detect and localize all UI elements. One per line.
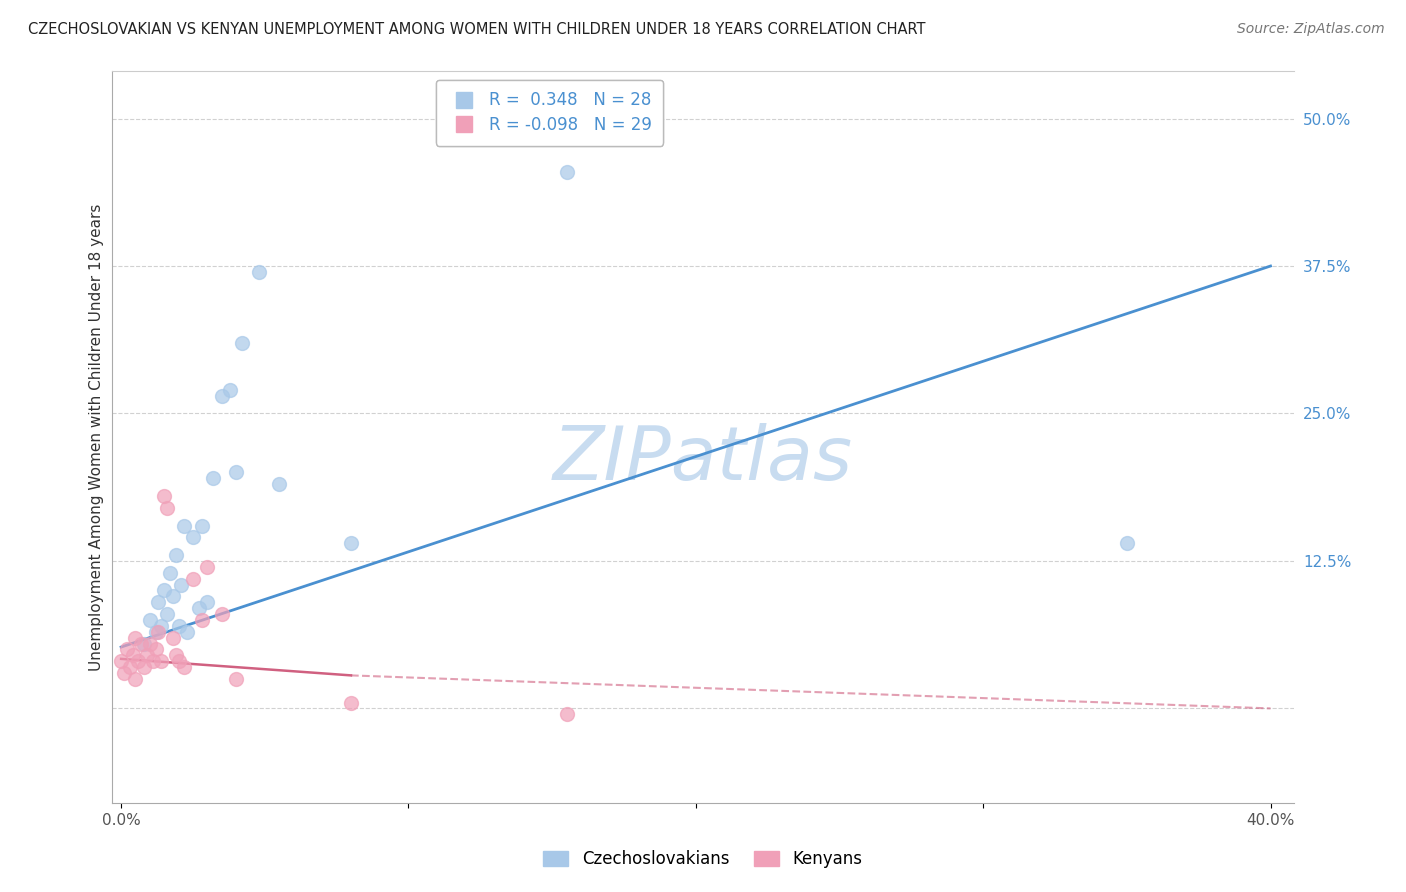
Point: [115, 642, 138, 657]
Point: [195, 559, 218, 574]
Point: [225, 466, 247, 480]
Text: Source: ZipAtlas.com: Source: ZipAtlas.com: [1237, 22, 1385, 37]
Point: [211, 389, 233, 403]
Point: [173, 518, 195, 533]
Point: [121, 648, 143, 663]
Point: [159, 566, 181, 580]
Point: [148, 595, 170, 609]
Point: [167, 619, 190, 633]
Point: [129, 636, 152, 650]
Point: [124, 631, 146, 645]
Point: [162, 590, 184, 604]
Legend: R =  0.348   N = 28, R = -0.098   N = 29: R = 0.348 N = 28, R = -0.098 N = 29: [436, 79, 664, 145]
Point: [181, 530, 204, 544]
Point: [139, 613, 162, 627]
Point: [162, 631, 184, 645]
Point: [165, 648, 187, 663]
Text: CZECHOSLOVAKIAN VS KENYAN UNEMPLOYMENT AMONG WOMEN WITH CHILDREN UNDER 18 YEARS : CZECHOSLOVAKIAN VS KENYAN UNEMPLOYMENT A…: [28, 22, 925, 37]
Point: [187, 601, 209, 615]
Point: [110, 654, 132, 668]
Point: [555, 707, 578, 722]
Point: [211, 607, 233, 621]
Point: [148, 624, 170, 639]
Point: [132, 636, 155, 650]
Point: [173, 660, 195, 674]
Point: [202, 471, 225, 485]
Point: [132, 660, 155, 674]
Point: [150, 619, 173, 633]
Point: [190, 613, 212, 627]
Point: [181, 572, 204, 586]
Point: [269, 477, 291, 491]
Point: [145, 624, 167, 639]
Point: [225, 672, 247, 686]
Point: [136, 648, 159, 663]
Point: [156, 607, 179, 621]
Point: [195, 595, 218, 609]
Point: [170, 577, 193, 591]
Point: [219, 383, 242, 397]
Point: [118, 660, 141, 674]
Point: [112, 666, 135, 681]
Point: [190, 518, 212, 533]
Y-axis label: Unemployment Among Women with Children Under 18 years: Unemployment Among Women with Children U…: [89, 203, 104, 671]
Point: [247, 265, 270, 279]
Point: [167, 654, 190, 668]
Point: [176, 624, 198, 639]
Point: [139, 636, 162, 650]
Point: [340, 536, 363, 550]
Point: [145, 642, 167, 657]
Point: [150, 654, 173, 668]
Point: [165, 548, 187, 562]
Point: [153, 583, 176, 598]
Point: [156, 500, 179, 515]
Point: [142, 654, 165, 668]
Point: [1115, 536, 1137, 550]
Point: [127, 654, 149, 668]
Legend: Czechoslovakians, Kenyans: Czechoslovakians, Kenyans: [537, 844, 869, 875]
Point: [153, 489, 176, 503]
Text: ZIPatlas: ZIPatlas: [553, 423, 853, 495]
Point: [340, 696, 363, 710]
Point: [555, 164, 578, 178]
Point: [231, 335, 253, 350]
Point: [124, 672, 146, 686]
